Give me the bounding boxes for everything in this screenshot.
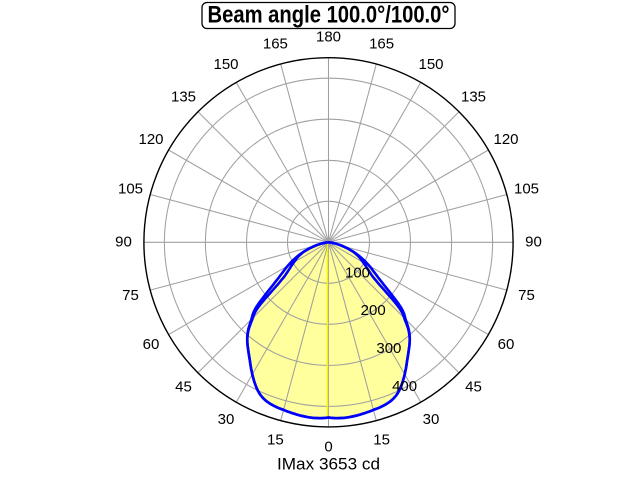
svg-text:150: 150 [418,56,443,73]
svg-text:120: 120 [493,131,518,148]
svg-text:0: 0 [324,439,332,456]
svg-text:150: 150 [213,56,238,73]
svg-text:30: 30 [423,411,440,428]
svg-text:135: 135 [171,89,196,106]
svg-text:45: 45 [465,379,482,396]
svg-text:180: 180 [316,29,341,46]
svg-text:Beam angle 100.0°/100.0°: Beam angle 100.0°/100.0° [208,2,450,29]
svg-text:15: 15 [373,432,390,449]
svg-text:200: 200 [361,302,386,319]
svg-text:60: 60 [498,336,515,353]
svg-text:75: 75 [518,287,535,304]
svg-text:300: 300 [376,340,401,357]
svg-text:120: 120 [138,131,163,148]
svg-text:45: 45 [175,379,192,396]
svg-text:105: 105 [514,181,539,198]
svg-text:105: 105 [118,181,143,198]
svg-text:75: 75 [122,287,139,304]
svg-text:90: 90 [525,234,542,251]
svg-text:100: 100 [345,264,370,281]
svg-text:165: 165 [369,36,394,53]
svg-text:30: 30 [218,411,235,428]
svg-text:90: 90 [115,234,132,251]
svg-text:400: 400 [392,378,417,395]
svg-text:IMax 3653 cd: IMax 3653 cd [277,455,380,474]
svg-text:165: 165 [263,36,288,53]
svg-text:15: 15 [267,432,284,449]
svg-text:135: 135 [461,89,486,106]
svg-text:60: 60 [143,336,160,353]
